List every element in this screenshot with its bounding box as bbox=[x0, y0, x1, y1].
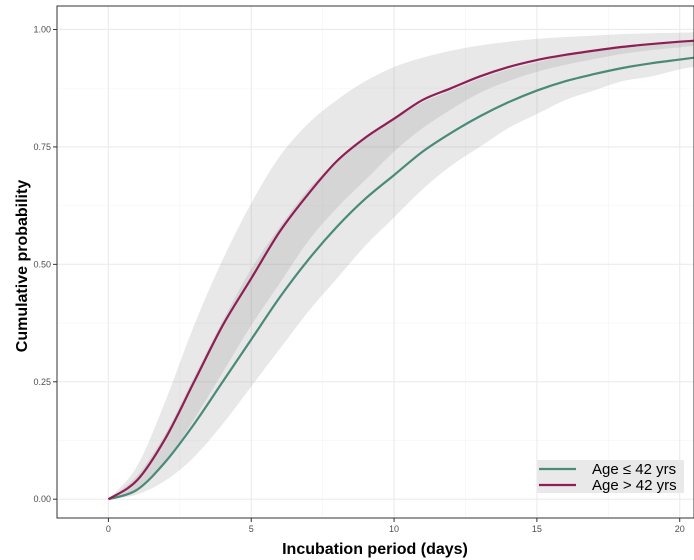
y-tick-label: 0.50 bbox=[33, 259, 51, 269]
x-tick-label: 5 bbox=[249, 524, 254, 534]
x-tick-label: 20 bbox=[675, 524, 685, 534]
legend-box bbox=[537, 460, 684, 493]
x-tick-label: 0 bbox=[106, 524, 111, 534]
x-tick-label: 10 bbox=[389, 524, 399, 534]
axis-ticks: 0 5 10 15 20 0.00 0.25 0.50 0.75 1.00 bbox=[33, 24, 684, 534]
y-tick-label: 0.75 bbox=[33, 142, 51, 152]
y-axis-title: Cumulative probability bbox=[14, 180, 31, 353]
legend-label-series-1: Age > 42 yrs bbox=[592, 477, 677, 494]
plot-panel bbox=[57, 6, 694, 518]
ci-band-series-1 bbox=[108, 32, 694, 500]
y-tick-label: 0.25 bbox=[33, 377, 51, 387]
ci-band-series-0 bbox=[108, 41, 694, 500]
x-tick-label: 15 bbox=[532, 524, 542, 534]
y-tick-label: 0.00 bbox=[33, 494, 51, 504]
series-lines bbox=[107, 39, 694, 501]
legend-label-series-0: Age ≤ 42 yrs bbox=[592, 461, 676, 478]
line-series-0 bbox=[108, 56, 694, 501]
confidence-bands bbox=[108, 32, 694, 500]
plot-border bbox=[56, 5, 694, 519]
y-tick-label: 1.00 bbox=[33, 24, 51, 34]
x-axis-title: Incubation period (days) bbox=[282, 541, 468, 558]
grid-lines bbox=[57, 6, 694, 518]
line-series-1 bbox=[107, 39, 694, 501]
